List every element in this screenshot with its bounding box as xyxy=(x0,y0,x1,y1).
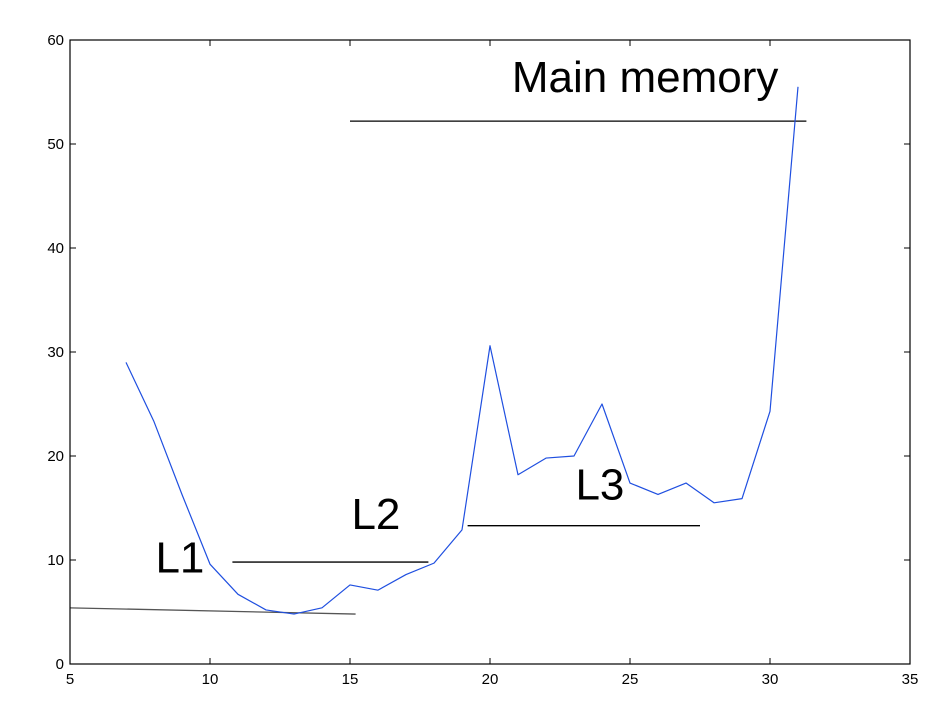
y-tick-label: 50 xyxy=(47,136,64,153)
data-point xyxy=(292,612,297,617)
annotation-label-main-memory: Main memory xyxy=(512,53,779,102)
data-point xyxy=(572,454,577,459)
x-tick-label: 20 xyxy=(482,671,499,688)
data-point xyxy=(684,481,689,486)
y-tick-label: 20 xyxy=(47,448,64,465)
y-tick-label: 60 xyxy=(47,32,64,49)
x-tick-label: 30 xyxy=(762,671,779,688)
data-point xyxy=(516,472,521,477)
y-tick-label: 40 xyxy=(47,240,64,257)
data-point xyxy=(404,572,409,577)
data-point xyxy=(376,588,381,593)
x-tick-label: 35 xyxy=(902,671,919,688)
data-point xyxy=(628,481,633,486)
data-point xyxy=(656,492,661,497)
data-point xyxy=(124,360,129,365)
plot-frame xyxy=(69,39,911,665)
x-tick-label: 25 xyxy=(622,671,639,688)
series-group xyxy=(124,84,801,617)
data-point xyxy=(740,496,745,501)
y-tick-label: 10 xyxy=(47,552,64,569)
data-point xyxy=(180,492,185,497)
data-point xyxy=(264,607,269,612)
data-point xyxy=(712,500,717,505)
data-point xyxy=(152,419,157,424)
data-point xyxy=(432,561,437,566)
annotation-labels: L1 L2 L3 Main memory xyxy=(155,53,778,582)
data-point xyxy=(488,343,493,348)
tick-labels: 5 10 15 20 25 30 35 0 10 20 30 40 50 60 xyxy=(47,32,918,688)
data-point xyxy=(544,456,549,461)
data-point xyxy=(460,527,465,532)
annotation-lines xyxy=(69,120,807,615)
y-tick-label: 30 xyxy=(47,344,64,361)
annotation-label-l1: L1 xyxy=(155,533,204,582)
x-tick-label: 10 xyxy=(202,671,219,688)
data-point xyxy=(600,402,605,407)
data-point xyxy=(208,562,213,567)
data-point xyxy=(796,84,801,89)
annotation-label-l3: L3 xyxy=(575,461,624,510)
data-point xyxy=(348,582,353,587)
annotation-label-l2: L2 xyxy=(351,490,400,539)
data-point xyxy=(768,409,773,414)
y-tick-label: 0 xyxy=(56,656,64,673)
x-tick-label: 15 xyxy=(342,671,359,688)
data-point xyxy=(236,592,241,597)
x-tick-label: 5 xyxy=(66,671,74,688)
series-line-latency xyxy=(125,86,799,615)
data-point xyxy=(320,605,325,610)
annotation-line-l1 xyxy=(69,607,356,615)
